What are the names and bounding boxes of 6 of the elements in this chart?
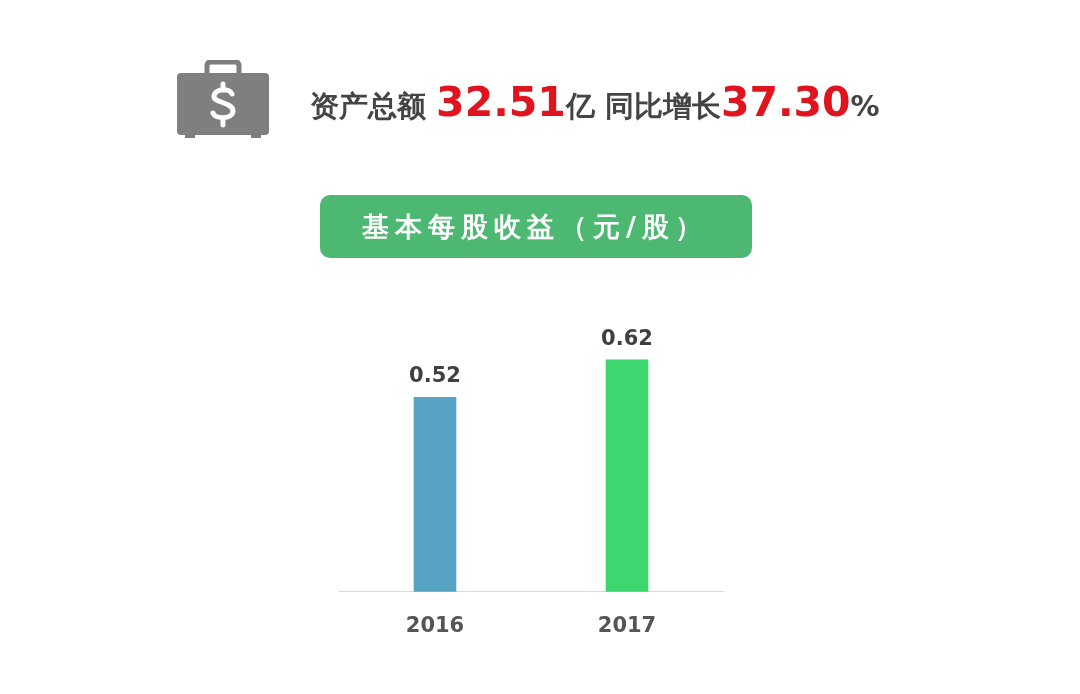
data-label: 0.62 [601, 325, 653, 350]
x-tick-label: 2017 [597, 612, 657, 637]
data-label: 0.52 [409, 363, 461, 388]
x-tick-label: 2016 [405, 612, 465, 637]
text: 资产总额 32.51亿 同比增长37.30% [310, 78, 880, 126]
chart-title: 基本每股收益（元/股） [320, 195, 752, 258]
